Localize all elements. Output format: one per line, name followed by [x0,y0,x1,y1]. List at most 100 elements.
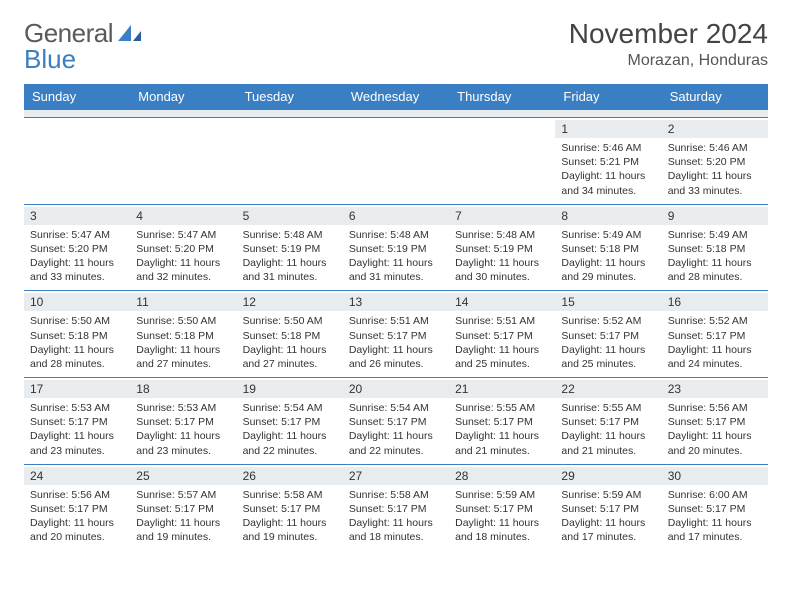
sunset-text: Sunset: 5:21 PM [561,155,655,169]
daylight-text: Daylight: 11 hours and 17 minutes. [668,516,762,544]
sunset-text: Sunset: 5:19 PM [349,242,443,256]
daylight-text: Daylight: 11 hours and 20 minutes. [30,516,124,544]
day-number: 25 [130,467,236,485]
sunrise-text: Sunrise: 5:53 AM [30,401,124,415]
day-number: 1 [555,120,661,138]
day-number: 3 [24,207,130,225]
day-cell: 28Sunrise: 5:59 AMSunset: 5:17 PMDayligh… [449,464,555,550]
day-number: 10 [24,293,130,311]
day-info: Sunrise: 5:47 AMSunset: 5:20 PMDaylight:… [136,228,230,285]
daylight-text: Daylight: 11 hours and 19 minutes. [136,516,230,544]
daylight-text: Daylight: 11 hours and 21 minutes. [561,429,655,457]
day-info: Sunrise: 5:55 AMSunset: 5:17 PMDaylight:… [561,401,655,458]
sunset-text: Sunset: 5:20 PM [668,155,762,169]
sunrise-text: Sunrise: 5:56 AM [668,401,762,415]
week-row: 24Sunrise: 5:56 AMSunset: 5:17 PMDayligh… [24,464,768,550]
sunrise-text: Sunrise: 5:51 AM [349,314,443,328]
day-info: Sunrise: 5:50 AMSunset: 5:18 PMDaylight:… [243,314,337,371]
day-info: Sunrise: 5:53 AMSunset: 5:17 PMDaylight:… [136,401,230,458]
day-cell: 30Sunrise: 6:00 AMSunset: 5:17 PMDayligh… [662,464,768,550]
day-info: Sunrise: 5:59 AMSunset: 5:17 PMDaylight:… [561,488,655,545]
daylight-text: Daylight: 11 hours and 28 minutes. [30,343,124,371]
day-info: Sunrise: 5:46 AMSunset: 5:21 PMDaylight:… [561,141,655,198]
day-number: 9 [662,207,768,225]
week-row: 1 Sunrise: 5:46 AMSunset: 5:21 PMDaylight… [24,118,768,205]
sunrise-text: Sunrise: 5:55 AM [455,401,549,415]
day-number: 7 [449,207,555,225]
sunset-text: Sunset: 5:18 PM [561,242,655,256]
day-number: 11 [130,293,236,311]
day-info: Sunrise: 5:56 AMSunset: 5:17 PMDaylight:… [668,401,762,458]
daylight-text: Daylight: 11 hours and 18 minutes. [349,516,443,544]
day-number: 19 [237,380,343,398]
day-cell: 17Sunrise: 5:53 AMSunset: 5:17 PMDayligh… [24,378,130,465]
sunrise-text: Sunrise: 5:48 AM [455,228,549,242]
day-number: 29 [555,467,661,485]
sunset-text: Sunset: 5:17 PM [349,415,443,429]
day-info: Sunrise: 5:48 AMSunset: 5:19 PMDaylight:… [455,228,549,285]
day-info: Sunrise: 5:46 AMSunset: 5:20 PMDaylight:… [668,141,762,198]
day-cell: 29 Sunrise: 5:59 AMSunset: 5:17 PMDayligh… [555,464,661,550]
sunset-text: Sunset: 5:17 PM [30,502,124,516]
day-cell: 7 Sunrise: 5:48 AMSunset: 5:19 PMDaylight… [449,204,555,291]
day-info: Sunrise: 5:51 AMSunset: 5:17 PMDaylight:… [349,314,443,371]
sunrise-text: Sunrise: 5:51 AM [455,314,549,328]
day-number: 6 [343,207,449,225]
daylight-text: Daylight: 11 hours and 31 minutes. [349,256,443,284]
title-block: November 2024 Morazan, Honduras [569,18,768,70]
day-number: 13 [343,293,449,311]
daylight-text: Daylight: 11 hours and 25 minutes. [455,343,549,371]
day-info: Sunrise: 5:52 AMSunset: 5:17 PMDaylight:… [561,314,655,371]
day-cell: 6 Sunrise: 5:48 AMSunset: 5:19 PMDaylight… [343,204,449,291]
sunrise-text: Sunrise: 5:54 AM [243,401,337,415]
daylight-text: Daylight: 11 hours and 27 minutes. [136,343,230,371]
sunset-text: Sunset: 5:19 PM [455,242,549,256]
dow-thu: Thursday [449,84,555,110]
dow-sat: Saturday [662,84,768,110]
day-info: Sunrise: 5:47 AMSunset: 5:20 PMDaylight:… [30,228,124,285]
daylight-text: Daylight: 11 hours and 23 minutes. [136,429,230,457]
daylight-text: Daylight: 11 hours and 31 minutes. [243,256,337,284]
sunrise-text: Sunrise: 5:48 AM [349,228,443,242]
sunset-text: Sunset: 5:19 PM [243,242,337,256]
day-info: Sunrise: 5:54 AMSunset: 5:17 PMDaylight:… [243,401,337,458]
day-number: 14 [449,293,555,311]
day-number: 15 [555,293,661,311]
sunrise-text: Sunrise: 5:50 AM [243,314,337,328]
day-cell: 13 Sunrise: 5:51 AMSunset: 5:17 PMDayligh… [343,291,449,378]
daylight-text: Daylight: 11 hours and 30 minutes. [455,256,549,284]
daylight-text: Daylight: 11 hours and 26 minutes. [349,343,443,371]
sunset-text: Sunset: 5:17 PM [136,502,230,516]
day-cell: 11 Sunrise: 5:50 AMSunset: 5:18 PMDayligh… [130,291,236,378]
sunrise-text: Sunrise: 5:47 AM [30,228,124,242]
day-info: Sunrise: 5:50 AMSunset: 5:18 PMDaylight:… [136,314,230,371]
daylight-text: Daylight: 11 hours and 17 minutes. [561,516,655,544]
dow-row: Sunday Monday Tuesday Wednesday Thursday… [24,84,768,110]
sunset-text: Sunset: 5:17 PM [668,415,762,429]
day-info: Sunrise: 5:52 AMSunset: 5:17 PMDaylight:… [668,314,762,371]
sunrise-text: Sunrise: 5:57 AM [136,488,230,502]
day-cell [343,118,449,205]
sunset-text: Sunset: 5:17 PM [668,502,762,516]
daylight-text: Daylight: 11 hours and 33 minutes. [30,256,124,284]
day-cell: 16Sunrise: 5:52 AMSunset: 5:17 PMDayligh… [662,291,768,378]
daylight-text: Daylight: 11 hours and 20 minutes. [668,429,762,457]
day-cell: 3 Sunrise: 5:47 AMSunset: 5:20 PMDaylight… [24,204,130,291]
day-cell: 19 Sunrise: 5:54 AMSunset: 5:17 PMDayligh… [237,378,343,465]
daylight-text: Daylight: 11 hours and 34 minutes. [561,169,655,197]
day-cell: 12Sunrise: 5:50 AMSunset: 5:18 PMDayligh… [237,291,343,378]
calendar-body: 1 Sunrise: 5:46 AMSunset: 5:21 PMDaylight… [24,118,768,551]
day-cell [24,118,130,205]
day-cell: 21Sunrise: 5:55 AMSunset: 5:17 PMDayligh… [449,378,555,465]
day-cell: 2Sunrise: 5:46 AMSunset: 5:20 PMDaylight… [662,118,768,205]
sunrise-text: Sunrise: 6:00 AM [668,488,762,502]
logo-sail-icon [117,23,143,43]
dow-mon: Monday [130,84,236,110]
sunrise-text: Sunrise: 5:50 AM [136,314,230,328]
sunrise-text: Sunrise: 5:52 AM [668,314,762,328]
week-row: 17Sunrise: 5:53 AMSunset: 5:17 PMDayligh… [24,378,768,465]
day-cell: 10Sunrise: 5:50 AMSunset: 5:18 PMDayligh… [24,291,130,378]
sunset-text: Sunset: 5:17 PM [455,502,549,516]
day-info: Sunrise: 5:54 AMSunset: 5:17 PMDaylight:… [349,401,443,458]
day-cell: 22Sunrise: 5:55 AMSunset: 5:17 PMDayligh… [555,378,661,465]
